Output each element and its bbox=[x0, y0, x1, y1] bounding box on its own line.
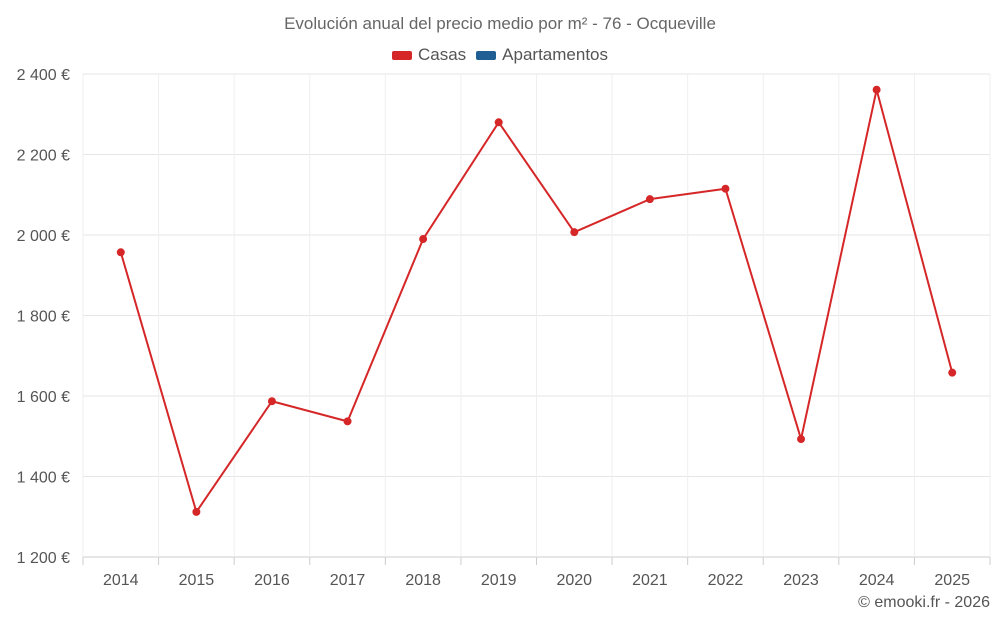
data-point bbox=[267, 397, 276, 406]
data-point bbox=[343, 417, 352, 426]
y-tick-label: 1 800 € bbox=[17, 309, 70, 326]
legend-item-casas[interactable]: Casas bbox=[391, 45, 467, 65]
x-tick-label: 2015 bbox=[179, 572, 215, 589]
legend-item-apartamentos[interactable]: Apartamentos bbox=[476, 45, 608, 65]
x-tick-label: 2023 bbox=[783, 572, 819, 589]
data-point bbox=[494, 118, 503, 127]
data-point bbox=[419, 235, 428, 244]
series-line-casas bbox=[119, 88, 954, 513]
data-point bbox=[645, 195, 654, 204]
data-point bbox=[948, 368, 957, 377]
credit-text: © emooki.fr - 2026 bbox=[858, 594, 990, 611]
y-tick-label: 1 400 € bbox=[17, 470, 70, 487]
x-tick-label: 2017 bbox=[330, 572, 366, 589]
legend-label-casas: Casas bbox=[417, 45, 467, 64]
y-tick-label: 2 000 € bbox=[17, 228, 70, 245]
y-tick-label: 2 200 € bbox=[17, 148, 70, 165]
legend-swatch-casas bbox=[391, 50, 412, 60]
x-tick-label: 2020 bbox=[556, 572, 592, 589]
x-tick-label: 2019 bbox=[481, 572, 517, 589]
data-point bbox=[721, 184, 730, 193]
x-tick-label: 2016 bbox=[254, 572, 290, 589]
data-point bbox=[872, 85, 881, 94]
y-tick-label: 1 600 € bbox=[17, 389, 70, 406]
data-point bbox=[192, 507, 201, 516]
x-tick-label: 2025 bbox=[934, 572, 970, 589]
x-tick-label: 2021 bbox=[632, 572, 668, 589]
data-point bbox=[116, 248, 125, 257]
x-tick-label: 2022 bbox=[708, 572, 744, 589]
x-tick-label: 2018 bbox=[405, 572, 441, 589]
data-point bbox=[797, 435, 806, 444]
chart-legend: Casas Apartamentos bbox=[0, 45, 1000, 65]
legend-swatch-apartamentos bbox=[476, 50, 497, 60]
chart-title: Evolución anual del precio medio por m² … bbox=[284, 14, 716, 33]
x-tick-label: 2024 bbox=[859, 572, 895, 589]
x-tick-label: 2014 bbox=[103, 572, 139, 589]
y-tick-label: 2 400 € bbox=[17, 67, 70, 84]
legend-label-apartamentos: Apartamentos bbox=[502, 45, 609, 64]
data-point bbox=[570, 228, 579, 237]
y-tick-label: 1 200 € bbox=[17, 550, 70, 567]
